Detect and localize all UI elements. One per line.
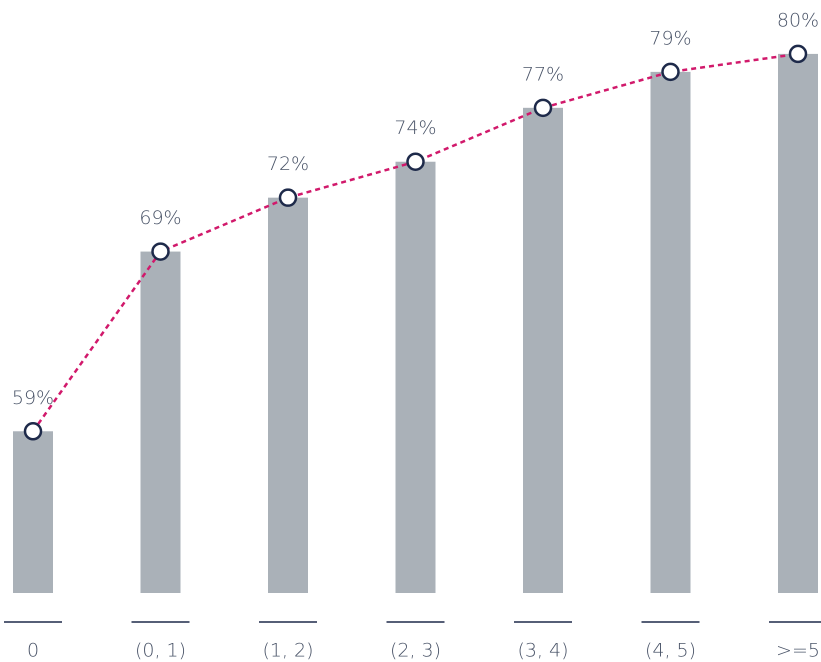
bar [140, 251, 181, 594]
x-tick-label: (0, 1) [135, 640, 186, 662]
data-label: 74% [394, 117, 436, 139]
bar [13, 431, 53, 593]
data-label: 69% [139, 207, 181, 229]
bar [778, 53, 818, 593]
x-tick-label: (3, 4) [517, 640, 568, 662]
point-marker [406, 152, 425, 171]
bar [523, 107, 563, 594]
data-label: 59% [12, 387, 54, 409]
point-marker [661, 62, 680, 82]
x-tick-label: >=5 [776, 640, 820, 662]
x-tick-label: (2, 3) [390, 640, 441, 662]
data-label: 72% [267, 153, 309, 175]
data-label: 80% [777, 9, 819, 31]
x-tick-label: (1, 2) [262, 640, 313, 662]
bar [650, 71, 691, 593]
x-tick-label: 0 [27, 640, 39, 662]
data-label: 79% [649, 27, 691, 49]
data-label: 77% [522, 63, 564, 85]
point-marker [23, 422, 43, 441]
point-marker [151, 242, 170, 261]
bar [395, 161, 436, 593]
point-marker [533, 98, 553, 118]
bar [268, 197, 308, 593]
point-marker [278, 188, 298, 207]
x-tick-label: (4, 5) [645, 640, 696, 662]
point-marker [788, 44, 808, 64]
